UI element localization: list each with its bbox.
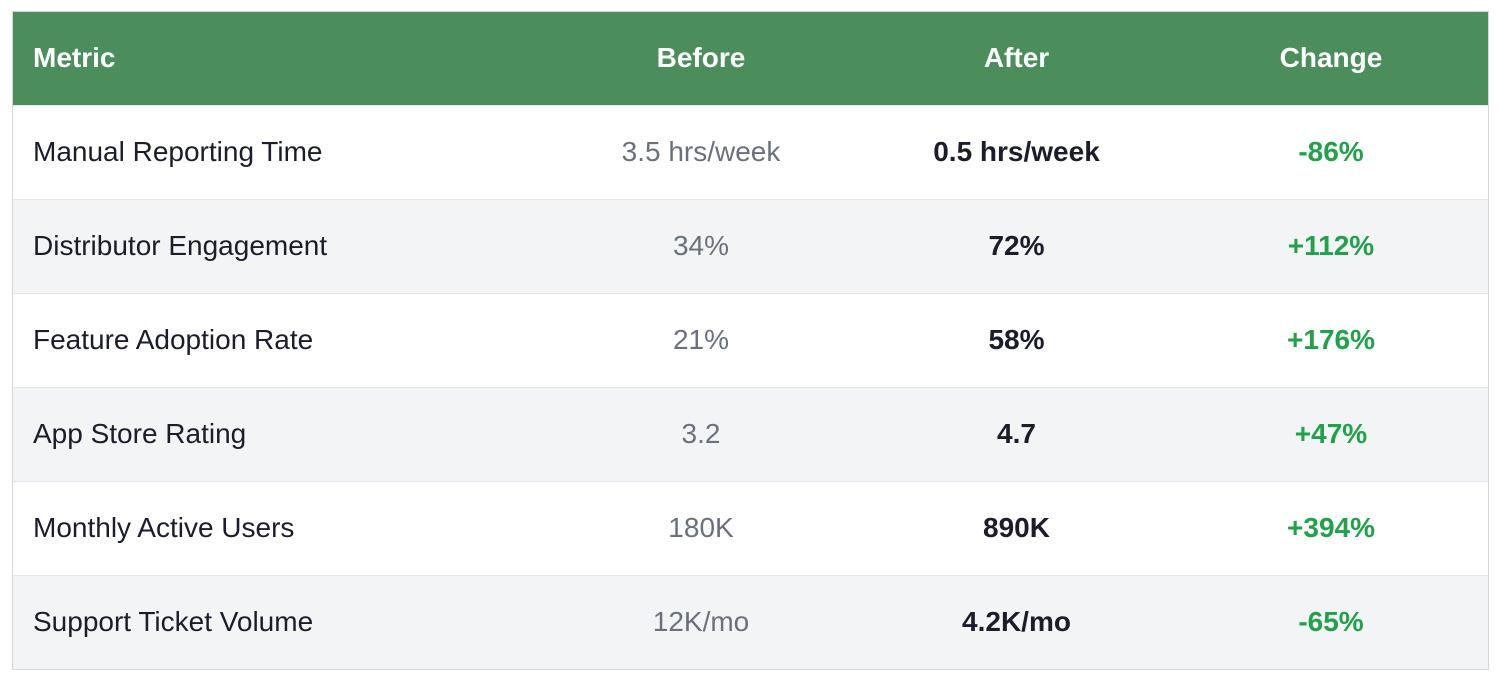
change-cell: +112%: [1287, 230, 1375, 261]
table-row: Monthly Active Users 180K 890K +394%: [13, 481, 1488, 575]
metric-cell: Distributor Engagement: [33, 230, 328, 261]
column-header-before: Before: [656, 42, 746, 74]
after-cell: 72%: [988, 230, 1045, 261]
table-row: Feature Adoption Rate 21% 58% +176%: [13, 293, 1488, 387]
after-cell: 890K: [983, 512, 1050, 543]
before-cell: 21%: [672, 324, 730, 355]
table-row: App Store Rating 3.2 4.7 +47%: [13, 387, 1488, 481]
column-header-change: Change: [1279, 42, 1383, 74]
metric-cell: Feature Adoption Rate: [33, 324, 314, 355]
column-header-metric: Metric: [33, 42, 116, 74]
change-cell: +47%: [1294, 418, 1368, 449]
after-cell: 4.2K/mo: [962, 606, 1071, 638]
before-cell: 3.5 hrs/week: [621, 136, 781, 167]
column-header-after: After: [983, 42, 1050, 74]
header-row: Metric Before After Change: [13, 12, 1488, 105]
table-row: Distributor Engagement 34% 72% +112%: [13, 199, 1488, 293]
change-cell: -86%: [1298, 136, 1364, 167]
before-cell: 34%: [672, 230, 730, 261]
table-row: Manual Reporting Time 3.5 hrs/week 0.5 h…: [13, 105, 1488, 199]
metrics-table: Metric Before After Change Manual Report…: [13, 12, 1488, 669]
metrics-table-container: Metric Before After Change Manual Report…: [12, 11, 1489, 670]
metric-cell: App Store Rating: [33, 418, 247, 449]
metric-cell: Monthly Active Users: [33, 512, 295, 543]
after-cell: 4.7: [997, 418, 1036, 449]
before-cell: 3.2: [681, 418, 721, 449]
before-cell: 12K/mo: [652, 606, 750, 638]
table-body: Manual Reporting Time 3.5 hrs/week 0.5 h…: [13, 105, 1488, 669]
metric-cell: Support Ticket Volume: [33, 606, 314, 638]
after-cell: 58%: [988, 324, 1045, 355]
change-cell: +394%: [1287, 512, 1375, 543]
change-cell: -65%: [1298, 606, 1364, 638]
before-cell: 180K: [668, 512, 734, 543]
change-cell: +176%: [1287, 324, 1375, 355]
metric-cell: Manual Reporting Time: [33, 136, 323, 167]
table-row: Support Ticket Volume 12K/mo 4.2K/mo -65…: [13, 575, 1488, 669]
table-header: Metric Before After Change: [13, 12, 1488, 105]
after-cell: 0.5 hrs/week: [933, 136, 1100, 167]
